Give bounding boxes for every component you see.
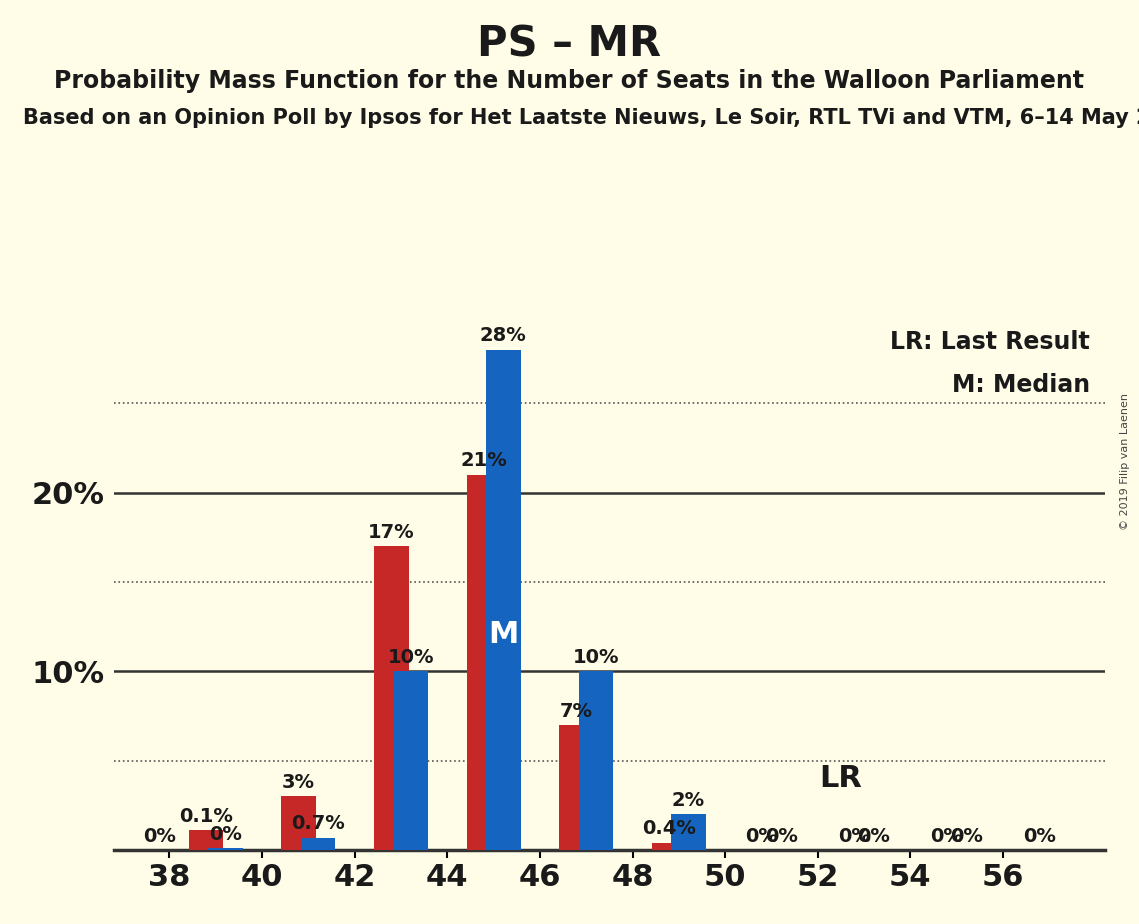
Text: 7%: 7% (560, 701, 593, 721)
Text: 0%: 0% (144, 827, 177, 845)
Text: 0.4%: 0.4% (642, 820, 696, 838)
Text: 0%: 0% (950, 827, 983, 845)
Text: Probability Mass Function for the Number of Seats in the Walloon Parliament: Probability Mass Function for the Number… (55, 69, 1084, 93)
Text: 0%: 0% (838, 827, 870, 845)
Bar (189, 831, 223, 850)
Text: 2%: 2% (672, 791, 705, 809)
Text: 0%: 0% (764, 827, 797, 845)
Bar (671, 814, 706, 850)
Text: 0.7%: 0.7% (292, 814, 345, 833)
Bar (374, 546, 409, 850)
Text: 10%: 10% (387, 648, 434, 667)
Text: M: M (489, 621, 518, 650)
Text: 21%: 21% (460, 452, 507, 470)
Bar (559, 725, 593, 850)
Text: M: Median: M: Median (952, 373, 1090, 397)
Bar (467, 475, 501, 850)
Text: 0.1%: 0.1% (179, 807, 233, 826)
Bar (652, 843, 687, 850)
Text: 0%: 0% (1023, 827, 1056, 845)
Text: LR: LR (819, 764, 862, 793)
Text: 0%: 0% (745, 827, 778, 845)
Bar (281, 796, 316, 850)
Bar (301, 837, 336, 850)
Text: 3%: 3% (282, 773, 316, 792)
Text: 0%: 0% (931, 827, 964, 845)
Text: Based on an Opinion Poll by Ipsos for Het Laatste Nieuws, Le Soir, RTL TVi and V: Based on an Opinion Poll by Ipsos for He… (23, 108, 1139, 128)
Text: 0%: 0% (210, 825, 241, 844)
Bar (393, 672, 428, 850)
Bar (208, 848, 243, 850)
Text: 17%: 17% (368, 523, 415, 541)
Text: 0%: 0% (858, 827, 891, 845)
Text: 28%: 28% (480, 326, 526, 346)
Bar (579, 672, 613, 850)
Text: PS – MR: PS – MR (477, 23, 662, 65)
Text: 10%: 10% (573, 648, 620, 667)
Bar (486, 350, 521, 850)
Text: LR: Last Result: LR: Last Result (891, 330, 1090, 354)
Text: © 2019 Filip van Laenen: © 2019 Filip van Laenen (1120, 394, 1130, 530)
